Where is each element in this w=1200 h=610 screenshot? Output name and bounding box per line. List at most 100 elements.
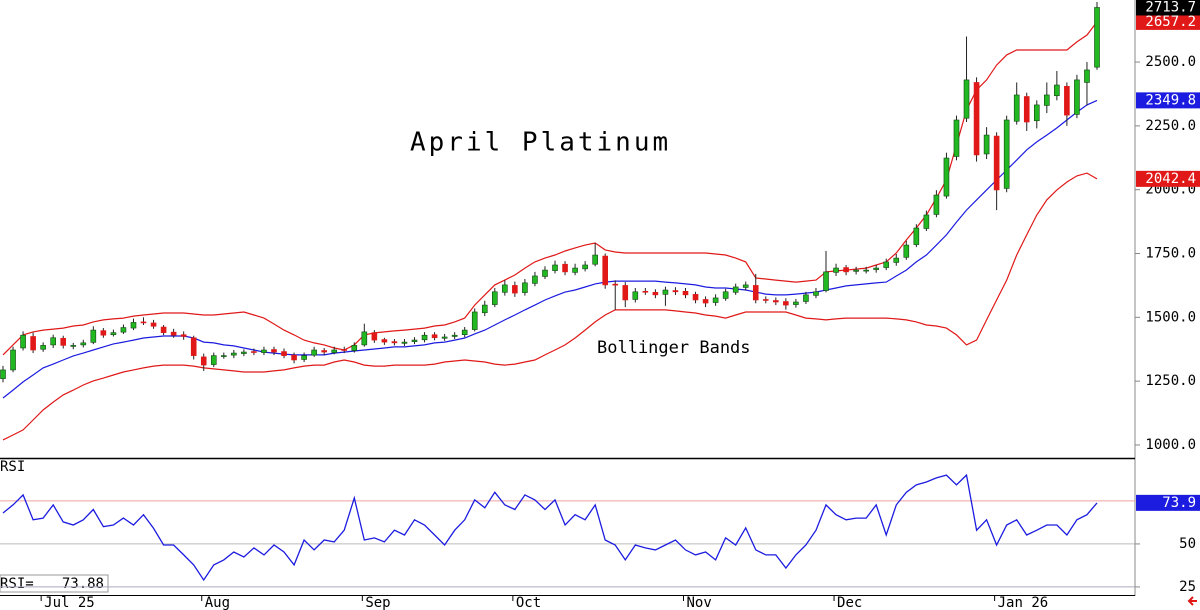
x-tick-label: Dec xyxy=(837,595,862,610)
candle-body xyxy=(20,334,26,349)
candle-body xyxy=(552,264,558,271)
candle-body xyxy=(50,337,56,346)
candle-body xyxy=(221,355,227,357)
x-tick-label: Jul 25 xyxy=(44,595,95,610)
candle-body xyxy=(833,267,839,273)
candle-body xyxy=(261,349,267,353)
candle-body xyxy=(231,352,237,356)
candle-body xyxy=(30,336,36,351)
candle-body xyxy=(80,342,87,346)
x-tick-label: Sep xyxy=(365,595,390,610)
value-badge xyxy=(1136,170,1200,187)
candle-body xyxy=(532,275,538,284)
value-badge xyxy=(1136,92,1200,109)
candle-body xyxy=(712,297,719,303)
candle-body xyxy=(291,354,297,361)
candle-body xyxy=(1044,94,1050,106)
candle-body xyxy=(1003,119,1010,189)
candle-body xyxy=(120,327,127,333)
candle-body xyxy=(190,337,197,356)
candle-body xyxy=(612,283,619,286)
candle-body xyxy=(973,82,980,156)
candle-body xyxy=(421,334,428,341)
candle-body xyxy=(311,349,317,356)
x-tick-label: Nov xyxy=(686,595,711,610)
candle-body xyxy=(853,269,859,272)
candle-body xyxy=(361,331,368,346)
candle-body xyxy=(1054,84,1060,97)
candle-body xyxy=(401,341,408,344)
value-badge-label: 2713.7 xyxy=(1145,0,1196,15)
x-tick-label: Jan 26 xyxy=(998,595,1049,610)
readout-label: RSI= xyxy=(0,576,34,592)
candle-body xyxy=(542,269,548,277)
candle-body xyxy=(983,134,990,155)
value-badge-label: 2042.4 xyxy=(1145,171,1196,187)
candle-body xyxy=(110,332,117,335)
candle-body xyxy=(140,321,147,324)
candle-body xyxy=(843,267,849,273)
value-badge xyxy=(1136,13,1200,30)
candle-body xyxy=(1023,96,1030,123)
x-tick-label: Oct xyxy=(516,595,541,610)
value-badge-label: 2349.8 xyxy=(1145,92,1196,108)
candle-body xyxy=(813,291,819,296)
candle-body xyxy=(582,264,588,270)
rsi-title: RSI xyxy=(0,459,25,475)
candle-body xyxy=(90,329,97,343)
candle-body xyxy=(562,263,568,273)
value-badge-label: 2657.2 xyxy=(1145,14,1196,30)
candle-body xyxy=(1033,104,1040,122)
candle-body xyxy=(210,355,217,365)
candle-body xyxy=(301,355,307,360)
candle-body xyxy=(371,332,378,341)
candle-body xyxy=(732,286,739,293)
candle-body xyxy=(491,291,498,305)
y-tick-label: 50 xyxy=(1179,536,1196,552)
candle-body xyxy=(963,79,970,119)
candle-body xyxy=(431,334,438,339)
candle-body xyxy=(652,292,659,296)
candle-body xyxy=(893,257,900,263)
candle-body xyxy=(1074,79,1080,115)
candle-body xyxy=(722,291,729,299)
y-tick-label: 1250.0 xyxy=(1145,373,1196,389)
y-tick-label: 2250.0 xyxy=(1145,118,1196,134)
candle-body xyxy=(692,294,699,301)
candle-body xyxy=(160,326,167,333)
candle-body xyxy=(200,356,207,366)
candle-body xyxy=(150,322,157,327)
candle-body xyxy=(251,351,257,353)
annotation: Bollinger Bands xyxy=(597,338,751,358)
value-badge-label: 73.9 xyxy=(1162,495,1196,511)
candle-body xyxy=(1084,69,1090,83)
candle-body xyxy=(913,227,920,245)
candle-body xyxy=(762,299,769,301)
line xyxy=(2,172,1098,441)
y-tick-label: 25 xyxy=(1179,579,1196,595)
candle-body xyxy=(752,285,759,301)
value-badge xyxy=(1136,494,1200,511)
candle-body xyxy=(341,349,348,351)
candle-body xyxy=(662,289,669,295)
candle-body xyxy=(461,329,468,335)
candle-body xyxy=(451,334,458,337)
candle-body xyxy=(351,345,358,351)
candle-body xyxy=(0,369,6,379)
candle-body xyxy=(100,330,107,336)
candle-body xyxy=(572,267,578,273)
candle-body xyxy=(642,290,649,293)
value-badge xyxy=(1136,0,1200,16)
candle-body xyxy=(773,300,779,303)
candle-body xyxy=(271,349,277,353)
x-tick-label: Aug xyxy=(205,595,230,610)
candle-body xyxy=(953,119,960,157)
scroll-arrow[interactable] xyxy=(1187,596,1197,606)
y-tick-label: 2500.0 xyxy=(1145,54,1196,70)
candle-body xyxy=(883,261,890,268)
candle-body xyxy=(411,339,418,342)
candle-body xyxy=(873,267,879,270)
candle-body xyxy=(632,291,639,300)
